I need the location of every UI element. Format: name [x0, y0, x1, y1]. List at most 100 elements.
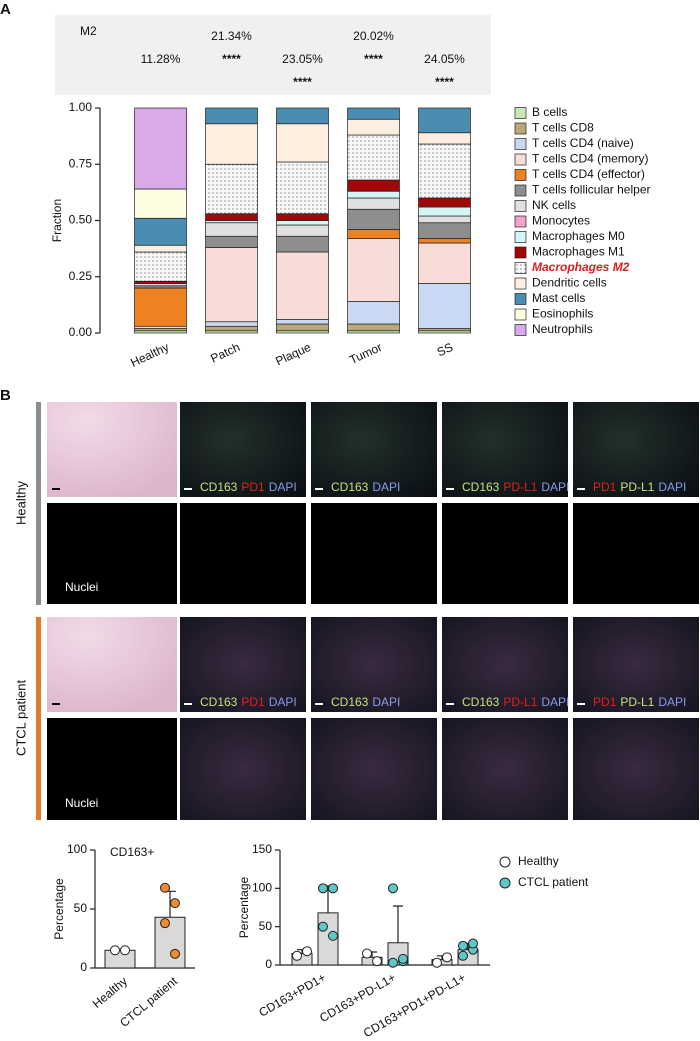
- bar-segment: [347, 179, 400, 192]
- legend-label: T cells CD4 (effector): [532, 167, 645, 181]
- legend-label: T cells CD4 (memory): [532, 152, 648, 166]
- data-point: [170, 948, 180, 959]
- bar-segment: [205, 107, 258, 125]
- y-tick-label: 50: [259, 919, 273, 933]
- channel-word: DAPI: [372, 480, 400, 494]
- legend-swatch: [514, 262, 527, 274]
- data-point: [398, 953, 408, 964]
- legend-swatch: [514, 138, 527, 150]
- channel-label: PD1 PD-L1 DAPI: [593, 480, 686, 494]
- channel-word: CD163: [331, 695, 369, 709]
- data-point: [388, 883, 398, 894]
- channel-word: PD-L1: [503, 695, 537, 709]
- data-point: [170, 898, 180, 909]
- fluorescence-image: [442, 503, 568, 604]
- data-point: [458, 950, 468, 961]
- scale-bar: [315, 488, 323, 490]
- data-point: [432, 957, 442, 968]
- data-point: [318, 921, 328, 932]
- fluorescence-image: [442, 617, 568, 712]
- annotation-box: [55, 15, 491, 95]
- y-axis-label: Percentage: [237, 876, 251, 938]
- chart-title: CD163+: [110, 845, 154, 859]
- annotation: 21.34%: [211, 29, 252, 43]
- nuclei-label: Nuclei: [65, 580, 98, 594]
- legend-marker: [499, 856, 511, 868]
- significance: ****: [435, 75, 454, 89]
- fluorescence-image: [573, 503, 699, 604]
- channel-word: PD1: [593, 695, 617, 709]
- bar-segment: [418, 143, 471, 199]
- bar: [104, 949, 136, 969]
- annotation-label: M2: [80, 24, 97, 38]
- channel-label: CD163 PD-L1 DAPI: [462, 695, 569, 709]
- scale-bar: [446, 703, 454, 705]
- fluorescence-image: [573, 617, 699, 712]
- channel-word: PD1: [241, 480, 265, 494]
- bar-segment: [418, 283, 471, 329]
- bar-segment: [418, 222, 471, 239]
- significance: ****: [364, 52, 383, 66]
- data-point: [328, 883, 338, 894]
- fluorescence-image: [47, 718, 177, 820]
- channel-word: DAPI: [658, 695, 686, 709]
- legend-label: Eosinophils: [532, 307, 593, 321]
- legend-swatch: [514, 200, 527, 212]
- bar: [154, 916, 186, 969]
- y-axis-label: Fraction: [50, 199, 64, 242]
- data-point: [110, 945, 120, 956]
- bar-segment: [276, 220, 329, 226]
- fluorescence-image: [311, 503, 437, 604]
- panel-label: A: [0, 1, 11, 18]
- channel-word: DAPI: [541, 480, 569, 494]
- group-bar: [36, 402, 41, 605]
- y-tick-label: 100: [67, 842, 87, 856]
- bar-segment: [134, 217, 187, 246]
- legend-label: Neutrophils: [532, 322, 593, 336]
- fluorescence-image: [180, 617, 306, 712]
- legend-label: NK cells: [532, 198, 576, 212]
- scale-bar: [577, 488, 585, 490]
- channel-word: DAPI: [372, 695, 400, 709]
- y-tick-label: 0.00: [69, 325, 93, 339]
- legend-marker: [499, 877, 511, 889]
- y-tick-label: 150: [252, 842, 272, 856]
- bar-segment: [347, 208, 400, 230]
- legend-label: B cells: [532, 105, 567, 119]
- bar-segment: [276, 123, 329, 163]
- scale-bar: [184, 703, 192, 705]
- legend-label: Healthy: [518, 854, 559, 868]
- legend-swatch: [514, 122, 527, 135]
- data-point: [160, 882, 170, 893]
- bar-segment: [347, 238, 400, 302]
- channel-label: CD163 PD1 DAPI: [200, 480, 297, 494]
- channel-label: CD163 PD-L1 DAPI: [462, 480, 569, 494]
- bar-segment: [205, 235, 258, 248]
- bar-segment: [205, 222, 258, 237]
- error-bar: [393, 905, 403, 943]
- scale-bar: [52, 488, 60, 490]
- legend-swatch: [514, 169, 527, 181]
- fluorescence-image: [442, 402, 568, 497]
- channel-word: PD-L1: [620, 480, 654, 494]
- channel-word: DAPI: [541, 695, 569, 709]
- channel-word: PD-L1: [620, 695, 654, 709]
- y-tick-label: 100: [252, 881, 272, 895]
- legend-label: T cells CD8: [532, 121, 594, 135]
- fluorescence-image: [311, 718, 437, 820]
- legend-swatch: [514, 293, 527, 305]
- bar-segment: [347, 190, 400, 199]
- legend-swatch: [514, 308, 527, 321]
- image-grid: CD163 PD1 DAPI CD163 DAPI CD163 PD-L1 DAPI PD1 PD…: [47, 402, 699, 820]
- bar-segment: [276, 319, 329, 325]
- bar-segment: [347, 197, 400, 210]
- bar-segment: [134, 287, 187, 327]
- annotation: 23.05%: [282, 52, 323, 66]
- channel-word: PD1: [241, 695, 265, 709]
- fluorescence-image: [180, 503, 306, 604]
- legend-label: Macrophages M1: [532, 245, 625, 259]
- legend-swatch: [514, 324, 527, 336]
- bar-segment: [276, 161, 329, 215]
- channel-word: CD163: [200, 480, 238, 494]
